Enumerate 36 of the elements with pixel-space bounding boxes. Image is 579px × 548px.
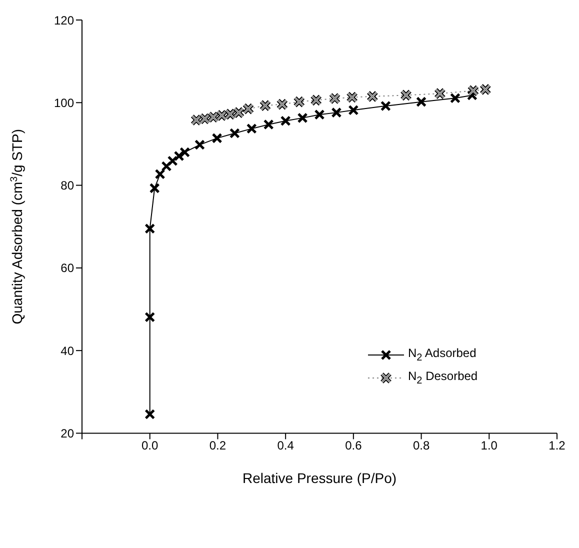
point [144,223,156,234]
x-tick-label: 1.0 [480,438,498,453]
point [263,119,274,130]
y-tick-label: 100 [54,96,74,110]
x-tick-label: 0.6 [345,438,362,453]
point [280,116,291,126]
point [194,140,205,150]
y-tick-label: 20 [60,426,74,440]
point [144,312,156,322]
y-tick-label: 40 [60,344,74,358]
point [246,123,257,134]
y-tick-label: 60 [60,261,74,276]
point [161,161,172,172]
x-tick-label: 0.0 [142,438,159,453]
point [380,100,391,112]
point [144,408,156,420]
x-tick-label: 0.4 [277,438,294,453]
point [348,104,359,116]
point [229,128,240,138]
point [149,182,160,194]
legend-label: N$_{2}$ Adsorbed [408,346,476,364]
legend-label: N$_{2}$ Desorbed [408,369,478,387]
x-axis-title: Relative Pressure (P/Po) [242,470,397,486]
y-tick-label: 80 [60,178,74,193]
point [297,112,308,124]
point [167,156,178,166]
point [314,109,325,120]
x-tick-label: 0.2 [209,438,226,453]
point [212,132,222,144]
point [154,168,166,180]
point [416,96,427,108]
x-tick-label: 1.2 [548,438,566,453]
x-tick-label: 0.8 [412,438,430,453]
point [450,92,460,104]
y-tick-label: 120 [54,13,74,28]
point [331,107,342,118]
